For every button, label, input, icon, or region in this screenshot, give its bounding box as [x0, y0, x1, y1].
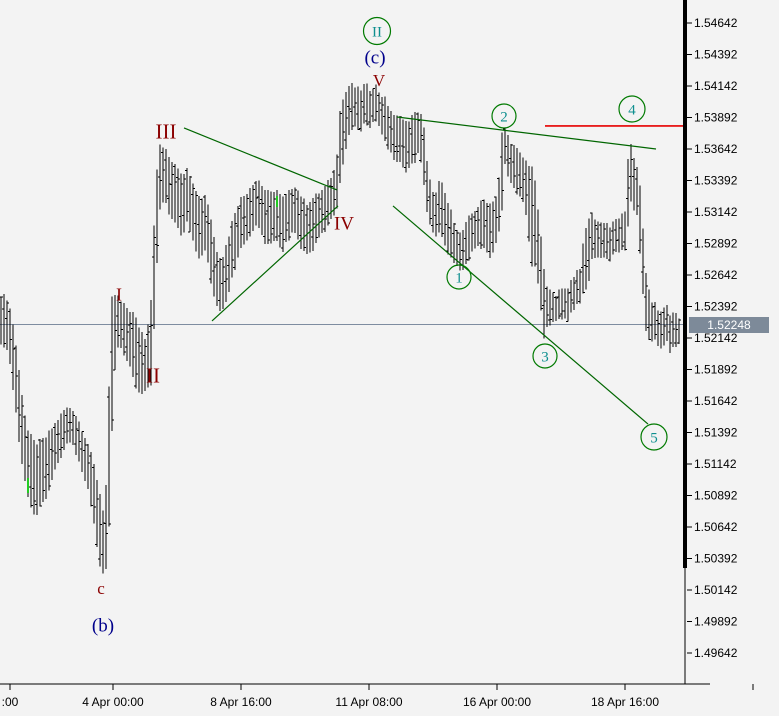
price-axis-label: 1.52142	[694, 331, 738, 345]
price-axis-label: 1.52392	[694, 300, 738, 314]
price-axis-label: 1.50642	[694, 520, 738, 534]
circled-wave-4-circle[interactable]	[618, 95, 646, 123]
wave-label-b[interactable]: (b)	[92, 616, 114, 637]
price-axis-label: 1.53642	[694, 142, 738, 156]
triangle-lower-line[interactable]	[211, 205, 339, 322]
price-axis-label: 1.53142	[694, 205, 738, 219]
circled-wave-ii-circle[interactable]	[362, 16, 392, 46]
circled-wave-2[interactable]: 2	[500, 109, 508, 125]
price-axis-label: 1.51892	[694, 363, 738, 377]
circled-wave-3-circle[interactable]	[532, 343, 558, 369]
wave-label-iii[interactable]: III	[156, 119, 177, 143]
wave-label-iv[interactable]: IV	[334, 214, 354, 235]
triangle-upper-line[interactable]	[183, 127, 338, 191]
time-axis-label: 11 Apr 08:00	[335, 695, 402, 709]
circled-wave-2-circle[interactable]	[491, 103, 517, 129]
wave-label-i[interactable]: I	[116, 284, 122, 304]
circled-wave-4[interactable]: 4	[628, 102, 636, 118]
price-axis-label: 1.54392	[694, 48, 738, 62]
price-axis-label: 1.50142	[694, 583, 738, 597]
price-axis-label: 1.50892	[694, 489, 738, 503]
price-axis-label: 1.50392	[694, 552, 738, 566]
price-axis-label: 1.52892	[694, 237, 738, 251]
time-axis-label: :00	[2, 695, 19, 709]
wave-label-c[interactable]: c	[97, 579, 105, 598]
price-axis-label: 1.51142	[694, 457, 737, 471]
time-axis-label: 8 Apr 16:00	[210, 695, 272, 709]
price-axis-label: 1.52642	[694, 268, 738, 282]
circled-wave-1[interactable]: 1	[455, 270, 463, 286]
price-axis-label: 1.54142	[694, 79, 738, 93]
price-axis-label: 1.49892	[694, 615, 738, 629]
wave-label-ii[interactable]: II	[146, 363, 160, 387]
wave24-upper-line[interactable]	[396, 116, 657, 150]
price-axis-label: 1.53892	[694, 111, 738, 125]
price-axis-label: 1.51642	[694, 394, 738, 408]
price-axis-label: 1.49642	[694, 646, 738, 660]
circled-wave-ii[interactable]: II	[372, 24, 382, 40]
time-axis-label: 18 Apr 16:00	[591, 695, 659, 709]
price-axis-label: 1.53392	[694, 174, 738, 188]
circled-wave-5[interactable]: 5	[650, 430, 658, 446]
circled-wave-1-circle[interactable]	[446, 264, 472, 290]
wave135-lower-line[interactable]	[392, 205, 649, 425]
wave-label-c[interactable]: (c)	[364, 48, 385, 69]
wave-label-v[interactable]: V	[373, 71, 386, 90]
current-price-label: 1.52248	[689, 317, 769, 333]
price-axis-label: 1.54642	[694, 16, 738, 30]
time-axis-label: 4 Apr 00:00	[82, 695, 144, 709]
price-axis-label: 1.51392	[694, 426, 738, 440]
circled-wave-3[interactable]: 3	[541, 349, 549, 365]
circled-wave-5-circle[interactable]	[640, 423, 668, 451]
right-axis-border-thick	[683, 0, 687, 568]
time-axis-label: 16 Apr 00:00	[463, 695, 531, 709]
ohlc-bars	[0, 82, 681, 574]
